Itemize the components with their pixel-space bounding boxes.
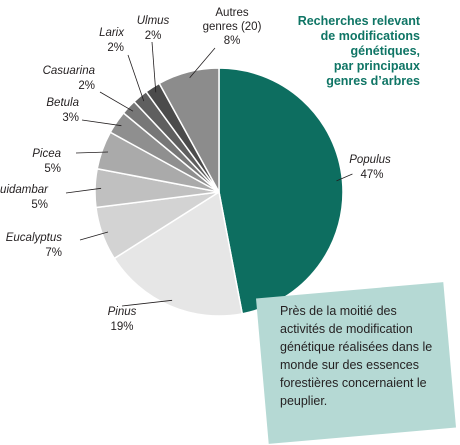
slice-value-larix: 2% (107, 42, 124, 54)
slice-value-pinus: 19% (110, 321, 133, 333)
slice-value-betula: 3% (62, 112, 79, 124)
chart-title-line: de modifications (321, 29, 420, 43)
slice-labels: Populus 47% Pinus 19% Eucalyptus 7% Liquidamba… (0, 7, 391, 333)
chart-title-line: génétiques, (351, 44, 420, 58)
slice-label-autres-genres-20-line: Autres (215, 7, 248, 19)
slice-value-eucalyptus: 7% (45, 247, 62, 259)
callout-text: Près de la moitié des activités de modif… (280, 304, 433, 408)
pie-slice-populus (218, 67, 344, 315)
leader-line-liquidambar (65, 187, 102, 194)
pie-slice-pinus (113, 190, 244, 317)
slice-value-populus: 47% (360, 169, 383, 181)
leader-line-populus (336, 173, 353, 182)
slice-label-betula: Betula (46, 97, 79, 109)
slice-label-autres-genres-20-line: genres (20) (203, 21, 262, 33)
slice-value-casuarina: 2% (78, 80, 95, 92)
chart-title-line: genres d’arbres (326, 74, 420, 88)
callout-note: Près de la moitié des activités de modif… (255, 282, 457, 444)
leader-line-pinus (121, 299, 173, 307)
slice-value-liquidambar: 5% (31, 199, 48, 211)
leader-line-betula (81, 119, 122, 127)
leader-line-autres-genres-20 (189, 47, 216, 78)
slice-label-picea: Picea (32, 148, 61, 160)
pie-slices (94, 67, 344, 317)
slice-value-autres-genres-20: 8% (224, 35, 241, 47)
slice-value-ulmus: 2% (145, 30, 162, 42)
leader-line-larix (127, 54, 145, 102)
slice-label-liquidambar: Liquidambar (0, 184, 49, 196)
slice-label-pinus: Pinus (108, 306, 137, 318)
slice-label-ulmus: Ulmus (137, 15, 170, 27)
chart-title-line: Recherches relevant (298, 14, 421, 28)
pie-slice-autres-genres-20 (158, 67, 220, 193)
leader-line-casuarina (99, 91, 134, 112)
leader-line-eucalyptus (79, 231, 109, 241)
slice-value-picea: 5% (44, 163, 61, 175)
leader-line-ulmus (151, 41, 157, 93)
slice-label-eucalyptus: Eucalyptus (6, 232, 63, 244)
slice-label-populus: Populus (349, 154, 391, 166)
leader-line-picea (75, 151, 109, 154)
label-leader-lines (65, 41, 353, 307)
slice-label-casuarina: Casuarina (43, 65, 95, 77)
chart-title-line: par principaux (334, 59, 420, 73)
slice-label-larix: Larix (99, 27, 125, 39)
